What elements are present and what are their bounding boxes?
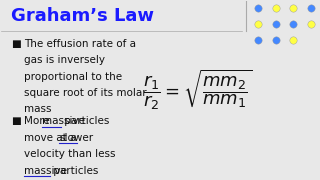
Text: proportional to the: proportional to the	[24, 71, 122, 82]
Point	[256, 7, 261, 10]
Point	[273, 7, 278, 10]
Point	[291, 39, 296, 42]
Point	[291, 23, 296, 26]
Text: square root of its molar: square root of its molar	[24, 88, 146, 98]
Text: massive: massive	[42, 116, 85, 127]
Point	[256, 23, 261, 26]
Point	[273, 39, 278, 42]
Text: particles: particles	[61, 116, 109, 127]
Point	[308, 23, 313, 26]
Text: slower: slower	[59, 133, 93, 143]
Text: mass: mass	[24, 104, 51, 114]
Text: massive: massive	[24, 166, 67, 176]
Point	[291, 7, 296, 10]
Text: move at a: move at a	[24, 133, 79, 143]
Text: particles: particles	[50, 166, 98, 176]
Text: The effusion rate of a: The effusion rate of a	[24, 39, 136, 49]
Text: ■: ■	[11, 39, 21, 49]
Point	[256, 39, 261, 42]
Point	[308, 7, 313, 10]
Point	[273, 23, 278, 26]
Text: velocity than less: velocity than less	[24, 149, 115, 159]
Text: gas is inversely: gas is inversely	[24, 55, 105, 65]
Text: More: More	[24, 116, 52, 127]
Text: ■: ■	[11, 116, 21, 127]
Text: $\dfrac{r_1}{r_2} = \sqrt{\dfrac{mm_2}{mm_1}}$: $\dfrac{r_1}{r_2} = \sqrt{\dfrac{mm_2}{m…	[143, 68, 253, 112]
Text: Graham’s Law: Graham’s Law	[11, 7, 154, 25]
